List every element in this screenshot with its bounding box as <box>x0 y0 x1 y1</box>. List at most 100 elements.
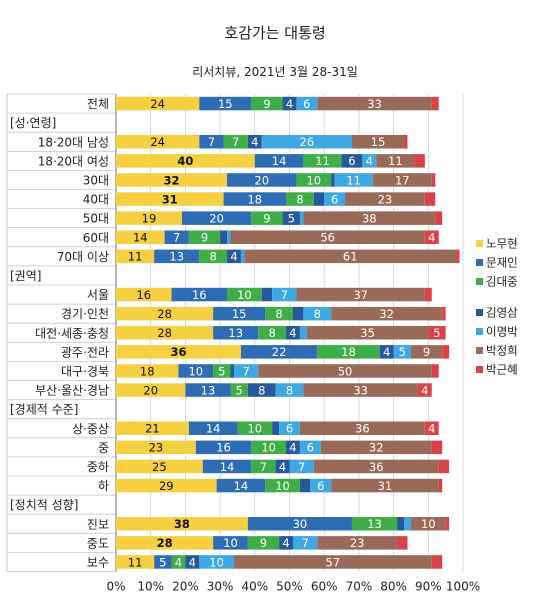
bar-segment <box>233 555 432 569</box>
bar-segment <box>223 135 248 149</box>
data-label: 7 <box>298 460 305 474</box>
bar-segment <box>299 440 321 455</box>
data-label: 7 <box>232 135 239 149</box>
bar-segment <box>424 287 432 302</box>
category-label: 전체 <box>87 97 109 111</box>
bar-segment <box>292 306 304 321</box>
bar-segment <box>299 211 304 225</box>
bar-segment <box>296 96 318 111</box>
category-label: 중도 <box>87 536 109 550</box>
bar-segment <box>397 517 405 531</box>
category-label: 하 <box>98 479 109 493</box>
data-label: 56 <box>320 231 335 245</box>
legend-label: 문재인 <box>486 256 518 270</box>
bar-segment <box>116 249 155 264</box>
data-label: 14 <box>220 460 235 474</box>
bar-segment <box>213 326 259 340</box>
bar-segment <box>393 345 411 359</box>
category-label: 18·20대 남성 <box>38 135 109 149</box>
data-label: 4 <box>428 231 435 245</box>
bar-segment <box>116 459 203 474</box>
bar-segment <box>431 555 443 569</box>
legend-swatch <box>476 278 483 285</box>
bar-segment <box>424 230 439 244</box>
bar-segment <box>456 249 460 264</box>
data-label: 10 <box>223 536 238 550</box>
bar-segment <box>116 192 224 206</box>
data-label: 4 <box>366 154 373 168</box>
data-label: 23 <box>149 441 164 455</box>
bar-segment <box>116 383 186 397</box>
data-label: 14 <box>206 422 221 436</box>
bar-segment <box>227 287 262 302</box>
data-label: 6 <box>331 192 338 206</box>
bar-segment <box>251 96 283 111</box>
bar-segment <box>230 383 248 397</box>
bar-segment <box>424 192 436 206</box>
bar-segment <box>410 517 446 531</box>
legend-label: 이명박 <box>486 325 518 339</box>
bar-segment <box>171 555 186 569</box>
bar-segment <box>428 326 446 340</box>
data-label: 13 <box>367 517 382 531</box>
x-tick-label: 20% <box>172 580 199 594</box>
category-label: 진보 <box>87 517 109 531</box>
data-label: 8 <box>314 307 321 321</box>
category-label: 보수 <box>87 555 109 569</box>
bar-segment <box>431 96 439 111</box>
data-label: 20 <box>209 211 224 225</box>
bar-segment <box>116 421 189 435</box>
bar-segment <box>442 306 446 321</box>
bar-segment <box>116 536 214 550</box>
data-label: 15 <box>371 135 386 149</box>
legend-swatch <box>476 328 483 335</box>
bar-segment <box>272 287 297 302</box>
legend-label: 노무현 <box>486 237 518 251</box>
data-label: 33 <box>367 97 382 111</box>
bar-segment <box>445 517 450 531</box>
bar-segment <box>282 211 300 225</box>
data-label: 7 <box>301 536 308 550</box>
data-label: 10 <box>261 441 276 455</box>
data-label: 17 <box>395 173 410 187</box>
chart-title: 호감가는 대통령 <box>224 24 326 42</box>
bar-segment <box>265 306 293 321</box>
x-tick-label: 90% <box>415 580 442 594</box>
bar-segment <box>313 459 439 474</box>
data-label: 7 <box>281 288 288 302</box>
bar-segment <box>303 383 418 397</box>
bar-segment <box>233 364 259 378</box>
bar-segment <box>116 173 228 187</box>
legend-swatch <box>476 366 483 373</box>
data-label: 10 <box>237 288 252 302</box>
bar-segment <box>306 326 429 340</box>
bar-segment <box>237 421 273 435</box>
bar-segment <box>275 459 290 474</box>
group-header: [권역] <box>10 269 41 283</box>
bar-segment <box>254 154 304 168</box>
data-label: 10 <box>209 555 224 569</box>
bar-segment <box>171 287 228 302</box>
bar-segment <box>164 230 189 244</box>
bar-segment <box>216 478 266 493</box>
bar-segment <box>317 96 432 111</box>
bar-segment <box>261 287 273 302</box>
data-label: 5 <box>288 211 295 225</box>
bar-segment <box>116 135 200 149</box>
bar-segment <box>272 421 280 435</box>
data-label: 4 <box>251 135 258 149</box>
bar-segment <box>116 326 214 340</box>
data-label: 4 <box>289 326 296 340</box>
bar-segment <box>410 345 443 359</box>
data-label: 10 <box>247 422 262 436</box>
data-label: 6 <box>317 479 324 493</box>
bar-segment <box>213 306 266 321</box>
category-label: 40대 <box>83 193 109 207</box>
category-label: 70대 이상 <box>57 250 109 264</box>
bar-segment <box>376 154 415 168</box>
bar-segment <box>185 383 231 397</box>
bar-segment <box>227 230 231 244</box>
data-label: 9 <box>201 231 208 245</box>
bar-segment <box>296 173 332 187</box>
